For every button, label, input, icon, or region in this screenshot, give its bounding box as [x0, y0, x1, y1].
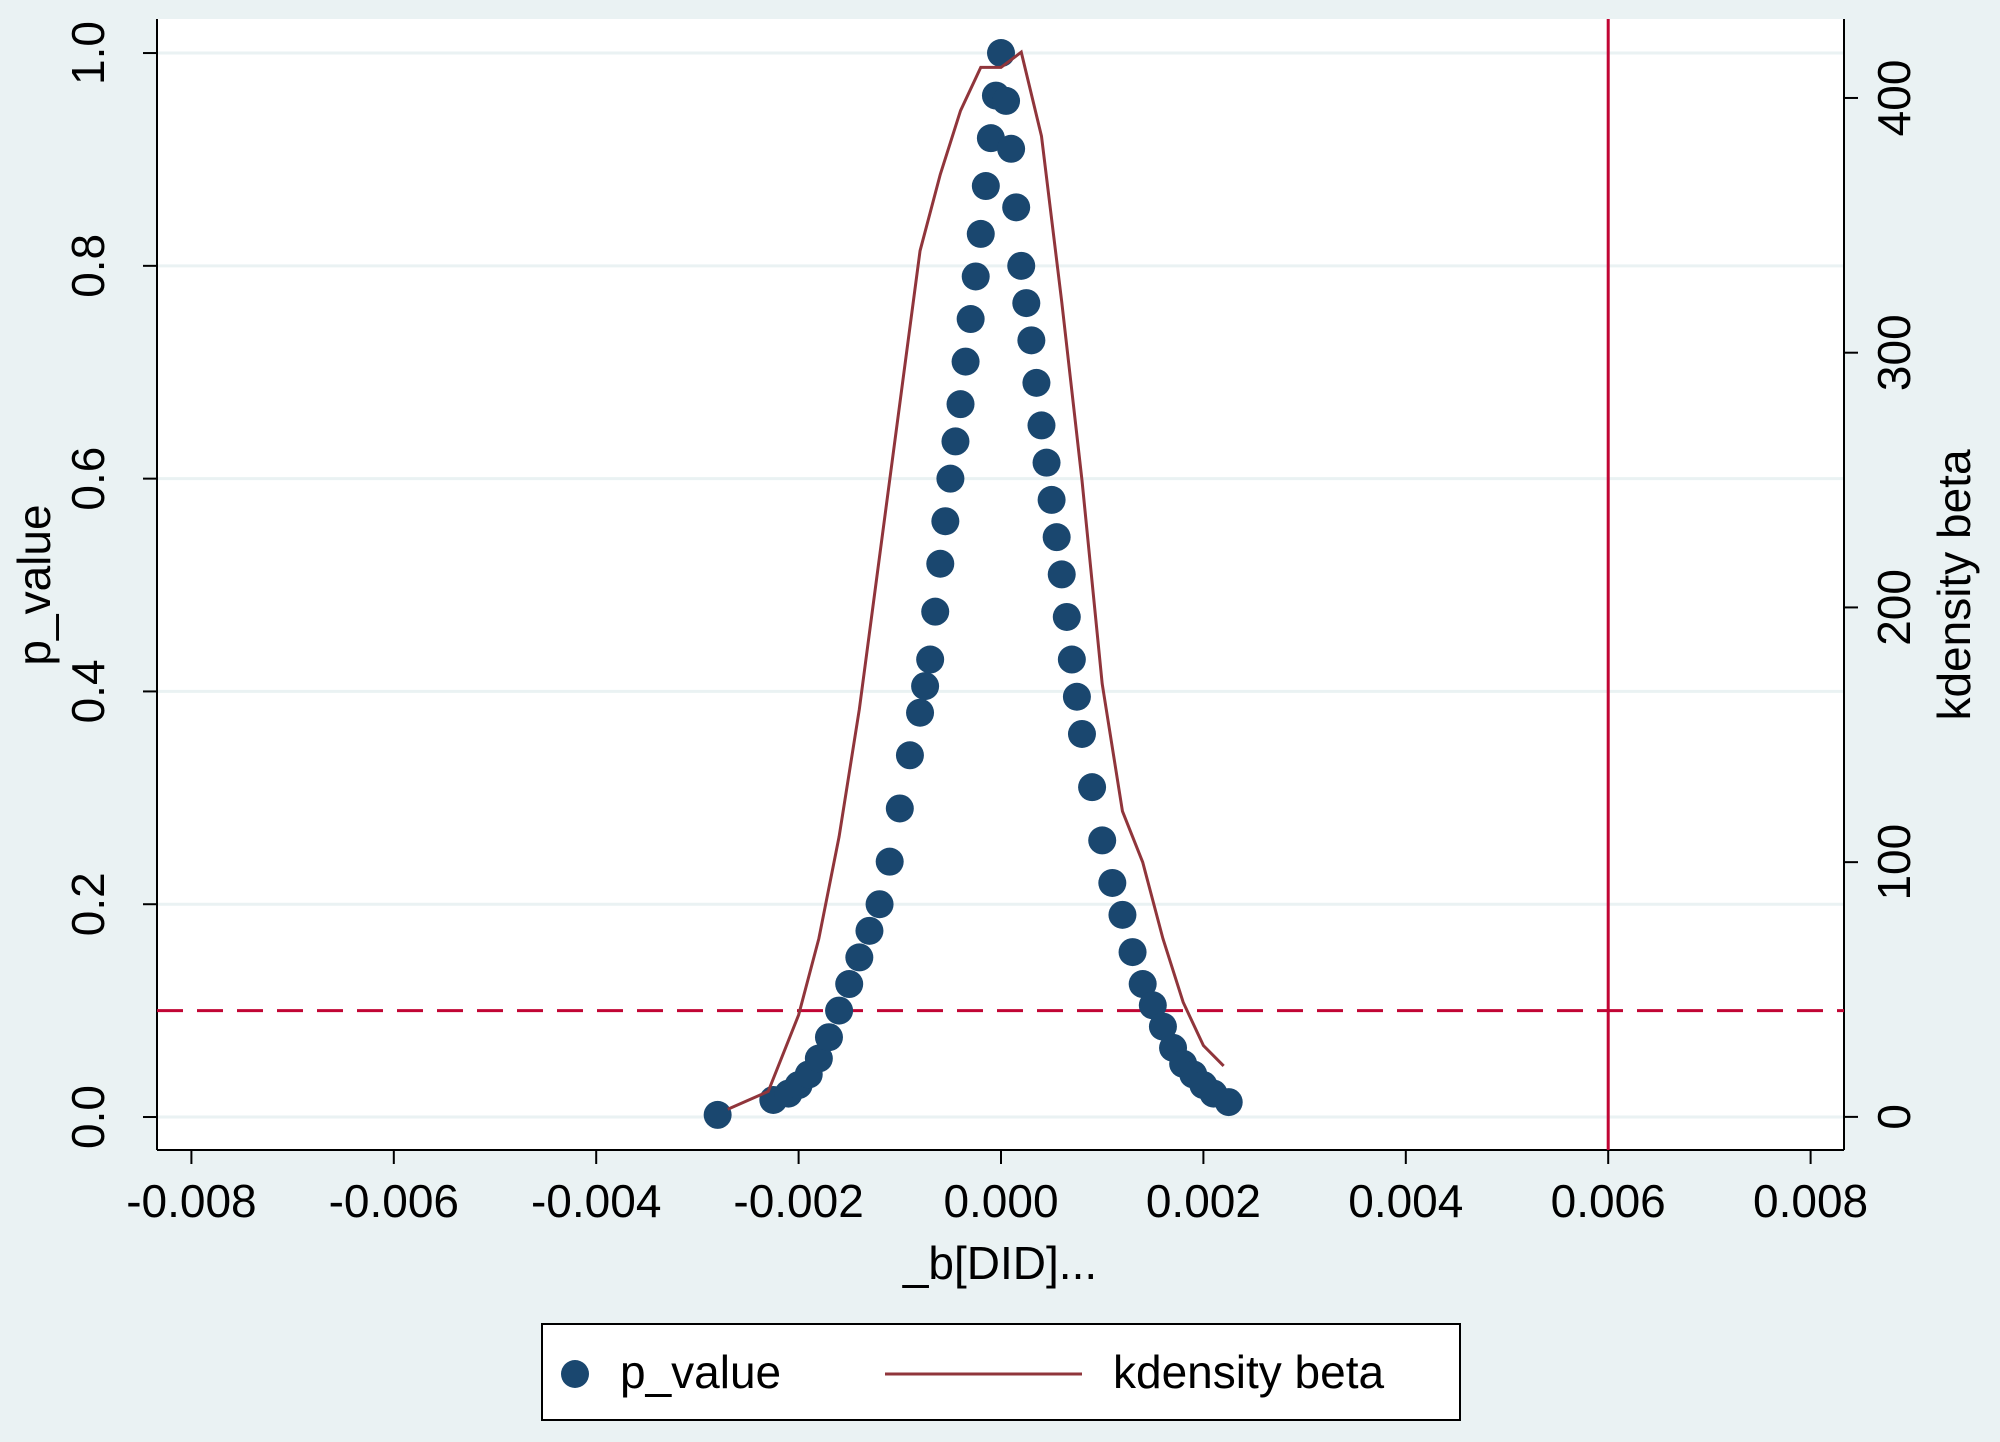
scatter-point — [987, 39, 1016, 68]
x-tick-label: 0.006 — [1551, 1175, 1666, 1227]
y-tick-label: 0.4 — [62, 659, 114, 723]
scatter-point — [1027, 411, 1056, 440]
scatter-point — [1062, 682, 1091, 711]
x-axis-title: _b[DID]... — [902, 1237, 1097, 1289]
x-tick-label: -0.008 — [126, 1175, 256, 1227]
scatter-point — [1042, 523, 1071, 552]
scatter-point — [835, 970, 864, 999]
scatter-point — [865, 890, 894, 919]
legend — [541, 1323, 1461, 1421]
y2-tick-label: 200 — [1868, 569, 1920, 646]
scatter-point — [961, 262, 990, 291]
x-tick-label: -0.006 — [329, 1175, 459, 1227]
scatter-point — [1012, 289, 1041, 318]
y-tick-label: 0.2 — [62, 872, 114, 936]
scatter-point — [855, 916, 884, 945]
scatter-point — [936, 464, 965, 493]
scatter-point — [946, 390, 975, 419]
scatter-point — [885, 794, 914, 823]
scatter-point — [1214, 1088, 1243, 1117]
scatter-point — [1017, 326, 1046, 355]
scatter-point — [941, 427, 970, 456]
scatter-point — [992, 86, 1021, 115]
y-tick-label: 0.6 — [62, 447, 114, 511]
scatter-point — [703, 1100, 732, 1129]
y2-tick-label: 100 — [1868, 824, 1920, 901]
y2-tick-label: 300 — [1868, 314, 1920, 391]
scatter-point — [1138, 991, 1167, 1020]
scatter-point — [1128, 970, 1157, 999]
legend-label: p_value — [620, 1346, 781, 1398]
plot-area — [157, 19, 1844, 1150]
y-tick-label: 1.0 — [62, 21, 114, 85]
y2-axis-title: kdensity beta — [1928, 449, 1980, 720]
scatter-point — [1002, 193, 1031, 222]
scatter-point — [814, 1023, 843, 1052]
scatter-point — [804, 1044, 833, 1073]
legend-marker — [561, 1360, 589, 1388]
scatter-point — [951, 347, 980, 376]
scatter-point — [1067, 719, 1096, 748]
scatter-point — [1057, 645, 1086, 674]
scatter-point — [1037, 485, 1066, 514]
scatter-point — [911, 672, 940, 701]
y-axis-title: p_value — [8, 504, 60, 665]
scatter-point — [966, 219, 995, 248]
legend-label: kdensity beta — [1113, 1346, 1384, 1398]
y-tick-label: 0.0 — [62, 1085, 114, 1149]
scatter-point — [875, 847, 904, 876]
x-tick-label: 0.004 — [1348, 1175, 1463, 1227]
y-tick-label: 0.8 — [62, 234, 114, 298]
scatter-point — [1047, 560, 1076, 589]
scatter-point — [1052, 602, 1081, 631]
scatter-point — [1032, 448, 1061, 477]
scatter-point — [1007, 251, 1036, 280]
scatter-point — [921, 597, 950, 626]
scatter-point — [1148, 1012, 1177, 1041]
scatter-point — [956, 305, 985, 334]
scatter-point — [1118, 938, 1147, 967]
scatter-point — [895, 741, 924, 770]
x-tick-label: 0.002 — [1146, 1175, 1261, 1227]
density-line — [727, 49, 1225, 1111]
scatter-point — [1088, 826, 1117, 855]
scatter-point — [1022, 368, 1051, 397]
scatter-point — [971, 172, 1000, 201]
scatter-point — [825, 996, 854, 1025]
scatter-point — [845, 943, 874, 972]
scatter-point — [1098, 868, 1127, 897]
scatter-point — [1078, 773, 1107, 802]
y2-tick-label: 0 — [1868, 1104, 1920, 1130]
scatter-point — [997, 134, 1026, 163]
x-tick-label: 0.000 — [943, 1175, 1058, 1227]
x-tick-label: 0.008 — [1753, 1175, 1868, 1227]
x-tick-label: -0.004 — [531, 1175, 661, 1227]
scatter-point — [1108, 900, 1137, 929]
x-tick-label: -0.002 — [733, 1175, 863, 1227]
scatter-point — [906, 698, 935, 727]
scatter-point — [926, 549, 955, 578]
y2-tick-label: 400 — [1868, 60, 1920, 137]
scatter-point — [931, 507, 960, 536]
scatter-point — [916, 645, 945, 674]
